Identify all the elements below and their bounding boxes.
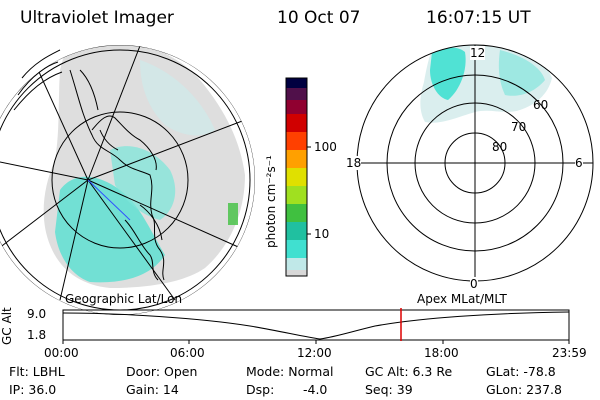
colorbar-seg-8 [286, 150, 307, 168]
colorbar-seg-11 [286, 100, 307, 114]
imager-title: Ultraviolet Imager [20, 8, 174, 28]
colorbar-seg-1 [286, 270, 307, 276]
colorbar-seg-6 [286, 186, 307, 204]
mlt-label-0: 0 [470, 277, 478, 291]
colorbar-seg-2 [286, 258, 307, 270]
info-glat: GLat: -78.8 [486, 364, 556, 379]
mlt-label-12: 12 [470, 46, 486, 60]
meridian-lines [0, 45, 251, 301]
mlt-label-18: 18 [346, 156, 362, 170]
geo-caption: Geographic Lat/Lon [65, 292, 182, 306]
x-tick-label-2359: 23:59 [552, 346, 587, 360]
info-filter: Flt: LBHL [9, 364, 65, 379]
emission-patch-green [228, 203, 238, 225]
mlt-label-6: 6 [575, 156, 583, 170]
info-gc-alt: GC Alt: 6.3 Re [365, 364, 453, 379]
info-ip: IP: 36.0 [9, 382, 57, 397]
lat-circle-inner [51, 111, 189, 249]
info-door: Door: Open [126, 364, 198, 379]
x-tick-label-1200: 12:00 [297, 346, 332, 360]
colorbar-frame [285, 77, 308, 277]
info-dsp-value: -4.0 [303, 382, 328, 397]
x-tick-label-0000: 00:00 [44, 346, 79, 360]
colorbar-seg-4 [286, 222, 307, 240]
emission-region-geo-light [140, 60, 215, 136]
colorbar-seg-12 [286, 88, 307, 100]
coastlines [13, 49, 165, 281]
timeline-axis-label: GC Alt [0, 307, 14, 345]
timeline-plot [62, 308, 570, 344]
colorbar-tick-label-100: 100 [314, 140, 337, 154]
info-mode: Mode: Normal [246, 364, 334, 379]
y-tick-label-low: 1.8 [27, 328, 47, 342]
colorbar-seg-13 [286, 78, 307, 88]
colorbar-seg-3 [286, 240, 307, 258]
mlat-label-70: 70 [511, 120, 527, 134]
info-dsp-label: Dsp: [246, 382, 275, 397]
geographic-map [0, 45, 255, 315]
info-gain: Gain: 14 [126, 382, 179, 397]
colorbar [285, 77, 311, 277]
image-time: 16:07:15 UT [426, 8, 531, 28]
polar-caption: Apex MLat/MLT [417, 292, 507, 306]
colorbar-seg-5 [286, 204, 307, 222]
mlat-label-60: 60 [533, 98, 549, 112]
colorbar-label: photon cm⁻²s⁻¹ [264, 155, 278, 248]
info-seq: Seq: 39 [365, 382, 413, 397]
polar-plot [356, 44, 594, 282]
mlat-label-80: 80 [492, 140, 508, 154]
terminator-line [87, 179, 131, 221]
emission-region-polar-teal [430, 47, 466, 100]
altitude-curve [62, 311, 570, 340]
colorbar-seg-9 [286, 132, 307, 150]
colorbar-seg-10 [286, 114, 307, 132]
x-tick-label-0600: 06:00 [170, 346, 205, 360]
image-date: 10 Oct 07 [277, 8, 361, 28]
colorbar-tick-label-10: 10 [314, 227, 330, 241]
info-glon: GLon: 237.8 [486, 382, 562, 397]
x-tick-label-1800: 18:00 [424, 346, 459, 360]
colorbar-seg-7 [286, 168, 307, 186]
y-tick-label-high: 9.0 [27, 307, 47, 321]
emission-region-polar-teal2 [498, 50, 545, 96]
